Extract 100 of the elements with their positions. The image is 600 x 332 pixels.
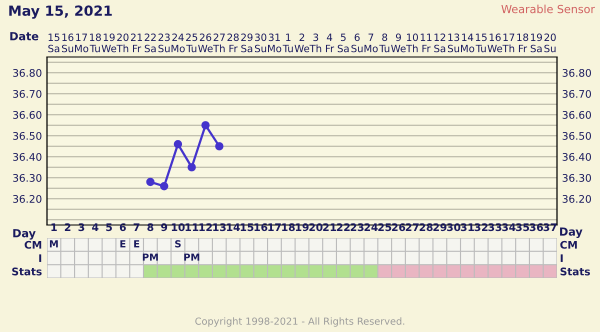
x2-tick-label: 14 Mo <box>461 34 474 52</box>
x2-tick-label: 11 Fr <box>420 34 432 52</box>
x-axis-title: Day <box>13 229 36 240</box>
y-tick-label: 36.60 <box>13 110 42 119</box>
x2-tick-label: 2 We <box>294 34 310 52</box>
point <box>174 140 182 148</box>
x-tick-label: 6 <box>120 223 126 232</box>
text: Copyright 1998-2021 - All Rights Reserved. <box>195 317 404 327</box>
x2-tick-label: 20 Su <box>544 34 556 52</box>
y-tick-label: Stats <box>560 268 590 276</box>
x-tick-label: 3 <box>78 223 84 232</box>
x2-tick-label: 23 Su <box>158 34 170 52</box>
x-tick-label: 20 <box>309 223 323 232</box>
x-tick-label: 26 <box>392 223 406 232</box>
x-tick-label: 21 <box>323 223 336 231</box>
point <box>215 142 224 150</box>
x2-tick-label: 20 Th <box>116 34 129 52</box>
x-tick-label: 29 <box>433 223 446 232</box>
text: S <box>175 240 181 248</box>
chart-title: May 15, 2021 <box>9 5 112 19</box>
point <box>160 182 168 190</box>
x-tick-label: 8 <box>147 223 154 232</box>
x2-tick-label: 16 Su <box>62 34 74 52</box>
x2-tick-label: 24 Mo <box>172 34 185 52</box>
x-tick-label: 33 <box>488 223 502 232</box>
x2-tick-label: 26 We <box>198 34 213 52</box>
x2-tick-label: 18 Tu <box>90 34 101 52</box>
x2-tick-label: 7 Mo <box>364 34 378 52</box>
x2-tick-label: 12 Sa <box>434 34 446 52</box>
x-tick-label: 17 <box>268 223 281 231</box>
x-tick-label: 31 <box>460 223 474 232</box>
chart-subtitle: Wearable Sensor <box>501 4 595 14</box>
x-tick-label: 37 <box>544 223 557 232</box>
x2-tick-label: 27 Th <box>213 34 225 52</box>
x2-tick-label: 30 Su <box>254 34 266 52</box>
x2-tick-label: 17 Mo <box>75 34 88 52</box>
x-tick-label: 13 <box>213 223 226 232</box>
point <box>201 121 210 130</box>
x-tick-label: 24 <box>364 223 378 231</box>
x2-axis-title: Date <box>10 32 38 40</box>
x2-tick-label: 25 Tu <box>186 34 198 52</box>
x-tick-label: 35 <box>516 223 530 232</box>
x-tick-label: 9 <box>161 223 168 232</box>
text: PM <box>184 254 200 261</box>
x2-tick-label: 3 Th <box>310 34 322 52</box>
x-tick-label: 4 <box>92 223 98 231</box>
x2-tick-label: 5 Sa <box>338 34 349 52</box>
x-tick-label: 27 <box>406 223 419 231</box>
x-tick-label: 11 <box>186 223 198 231</box>
x-tick-label: 28 <box>420 223 433 232</box>
x-tick-label: 19 <box>296 223 309 232</box>
y-tick-label: 36.80 <box>13 68 42 77</box>
x2-tick-label: 8 Tu <box>379 34 390 52</box>
y-tick-label: I <box>560 254 563 262</box>
x2-tick-label: 9 We <box>391 34 406 52</box>
y-tick-label: 36.50 <box>13 132 42 140</box>
x2-tick-label: 31 Mo <box>268 34 282 52</box>
y-tick-label: 36.20 <box>13 194 42 203</box>
text: Day <box>560 228 582 238</box>
x2-tick-label: 22 Sa <box>144 34 156 52</box>
x-tick-label: 2 <box>64 223 70 231</box>
x2-tick-label: 19 Sa <box>530 34 542 52</box>
y-tick-label: 36.40 <box>13 152 42 161</box>
x2-tick-label: 29 Sa <box>241 34 253 52</box>
x-tick-label: 36 <box>530 223 544 232</box>
x-tick-label: 18 <box>282 223 295 232</box>
x2-tick-label: 6 Su <box>351 34 363 52</box>
y-tick-label: 36.30 <box>13 174 42 182</box>
x-tick-label: 15 <box>240 223 254 232</box>
x-tick-label: 10 <box>172 223 185 232</box>
x-tick-label: 32 <box>474 223 488 232</box>
y-tick-label: CM <box>560 240 577 249</box>
x2-tick-label: 21 Fr <box>130 34 142 52</box>
x-tick-label: 7 <box>134 223 140 231</box>
point <box>146 178 155 186</box>
x2-tick-label: 4 Fr <box>326 34 334 52</box>
x2-tick-label: 15 Tu <box>476 34 487 52</box>
x-tick-label: 30 <box>447 223 460 232</box>
text: E <box>120 240 126 248</box>
x2-tick-label: 19 We <box>102 34 116 52</box>
x2-tick-label: 15 Sa <box>48 34 60 52</box>
x2-tick-label: 1 Tu <box>282 34 293 52</box>
y-tick-label: 36.70 <box>13 90 42 98</box>
x2-tick-label: 16 We <box>488 34 502 52</box>
x-tick-label: 25 <box>378 223 392 232</box>
x-tick-label: 1 <box>51 223 57 231</box>
x-tick-label: 5 <box>106 223 112 232</box>
x2-tick-label: 18 Fr <box>517 34 528 52</box>
x2-tick-label: 28 Fr <box>227 34 239 52</box>
text: M <box>50 240 58 248</box>
x-tick-label: 22 <box>336 223 350 231</box>
x-tick-label: 12 <box>199 223 212 231</box>
text: PM <box>142 254 158 261</box>
x-tick-label: 23 <box>350 223 364 232</box>
x2-tick-label: 13 Su <box>448 34 460 52</box>
x-tick-label: 16 <box>254 223 268 232</box>
x2-tick-label: 17 Th <box>502 34 514 52</box>
x-tick-label: 34 <box>502 223 516 232</box>
point <box>188 163 196 172</box>
x2-tick-label: 10 Th <box>406 34 418 52</box>
